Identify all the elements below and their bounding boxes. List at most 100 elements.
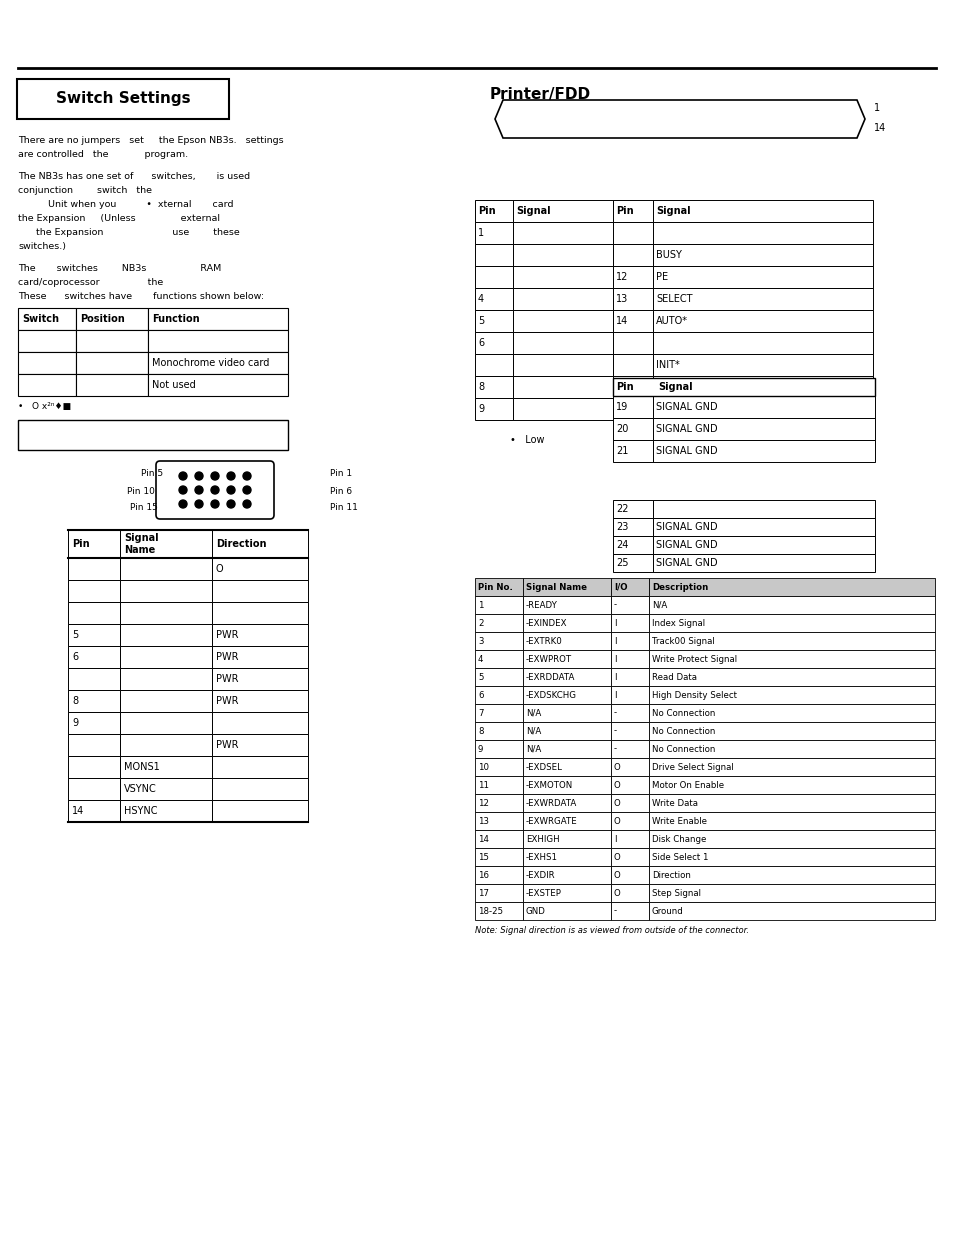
Bar <box>648 722 934 740</box>
Circle shape <box>227 486 234 494</box>
Bar <box>610 794 648 812</box>
Bar <box>522 614 610 632</box>
Bar <box>613 222 652 244</box>
Text: O: O <box>614 816 620 826</box>
Text: O: O <box>614 763 620 771</box>
Bar <box>475 310 513 332</box>
Circle shape <box>243 472 251 480</box>
Bar <box>613 332 652 353</box>
Bar <box>522 884 610 901</box>
Text: SIGNAL GND: SIGNAL GND <box>656 522 717 532</box>
Bar <box>652 554 874 572</box>
Text: SIGNAL GND: SIGNAL GND <box>656 424 717 434</box>
Text: No Connection: No Connection <box>651 708 715 718</box>
Bar <box>475 848 522 866</box>
Text: 24: 24 <box>616 539 628 551</box>
Bar <box>513 332 613 353</box>
Bar <box>212 734 308 756</box>
Text: N/A: N/A <box>525 708 540 718</box>
Text: 8: 8 <box>477 382 483 392</box>
Bar <box>522 578 610 596</box>
Bar <box>613 288 652 310</box>
Text: Step Signal: Step Signal <box>651 889 700 898</box>
Bar <box>68 756 120 777</box>
Bar <box>76 374 148 396</box>
Bar <box>610 776 648 794</box>
Text: N/A: N/A <box>525 744 540 754</box>
Bar <box>648 668 934 686</box>
Bar <box>68 668 120 689</box>
Bar <box>68 601 120 624</box>
Text: 9: 9 <box>477 744 483 754</box>
Bar <box>613 418 652 440</box>
Text: 6: 6 <box>477 691 483 699</box>
Text: Signal: Signal <box>658 382 692 392</box>
Circle shape <box>194 500 203 508</box>
Bar <box>475 596 522 614</box>
Text: N/A: N/A <box>525 727 540 735</box>
Text: 6: 6 <box>477 339 483 348</box>
Text: 19: 19 <box>616 402 628 412</box>
Bar <box>120 646 212 668</box>
FancyBboxPatch shape <box>17 79 229 119</box>
Text: 7: 7 <box>477 708 483 718</box>
Text: Direction: Direction <box>651 870 690 879</box>
Bar <box>610 830 648 848</box>
Bar <box>475 267 513 288</box>
Circle shape <box>211 472 219 480</box>
Bar <box>76 352 148 374</box>
Text: Pin: Pin <box>616 382 633 392</box>
Circle shape <box>211 486 219 494</box>
Bar <box>475 758 522 776</box>
Text: Pin 15: Pin 15 <box>130 503 158 512</box>
Bar <box>652 332 872 353</box>
Bar <box>120 689 212 712</box>
Text: Signal: Signal <box>516 206 550 216</box>
Bar <box>613 244 652 267</box>
Bar <box>522 776 610 794</box>
Bar <box>18 420 288 450</box>
Text: conjunction        switch   the: conjunction switch the <box>18 186 152 195</box>
Bar <box>475 812 522 830</box>
Bar <box>648 704 934 722</box>
Circle shape <box>243 500 251 508</box>
Bar <box>212 712 308 734</box>
Text: -EXWRDATA: -EXWRDATA <box>525 799 577 807</box>
Bar <box>120 624 212 646</box>
Bar <box>648 794 934 812</box>
Bar <box>212 529 308 558</box>
Text: -: - <box>614 600 617 610</box>
Bar <box>212 689 308 712</box>
Text: GND: GND <box>525 906 545 915</box>
Text: Direction: Direction <box>215 539 266 549</box>
Text: Track00 Signal: Track00 Signal <box>651 636 714 646</box>
Circle shape <box>194 486 203 494</box>
Text: Disk Change: Disk Change <box>651 835 705 843</box>
Bar <box>652 222 872 244</box>
Bar <box>522 668 610 686</box>
Text: Pin 5: Pin 5 <box>141 470 163 479</box>
Bar <box>513 288 613 310</box>
Text: O: O <box>614 780 620 790</box>
Text: 3: 3 <box>477 636 483 646</box>
Text: PWR: PWR <box>215 652 238 662</box>
Bar <box>610 866 648 884</box>
Bar <box>120 777 212 800</box>
Bar <box>613 398 652 420</box>
Bar <box>613 267 652 288</box>
Bar <box>475 222 513 244</box>
Bar <box>610 884 648 901</box>
Bar <box>513 200 613 222</box>
Bar <box>522 901 610 920</box>
Text: SELECT: SELECT <box>656 294 692 304</box>
Bar <box>68 712 120 734</box>
Text: Signal: Signal <box>656 206 690 216</box>
Text: I: I <box>614 691 616 699</box>
Bar <box>18 352 76 374</box>
Circle shape <box>211 500 219 508</box>
Bar <box>610 758 648 776</box>
Bar <box>648 686 934 704</box>
Text: -EXRDDATA: -EXRDDATA <box>525 672 575 682</box>
Text: 1: 1 <box>477 600 483 610</box>
Bar <box>68 580 120 601</box>
